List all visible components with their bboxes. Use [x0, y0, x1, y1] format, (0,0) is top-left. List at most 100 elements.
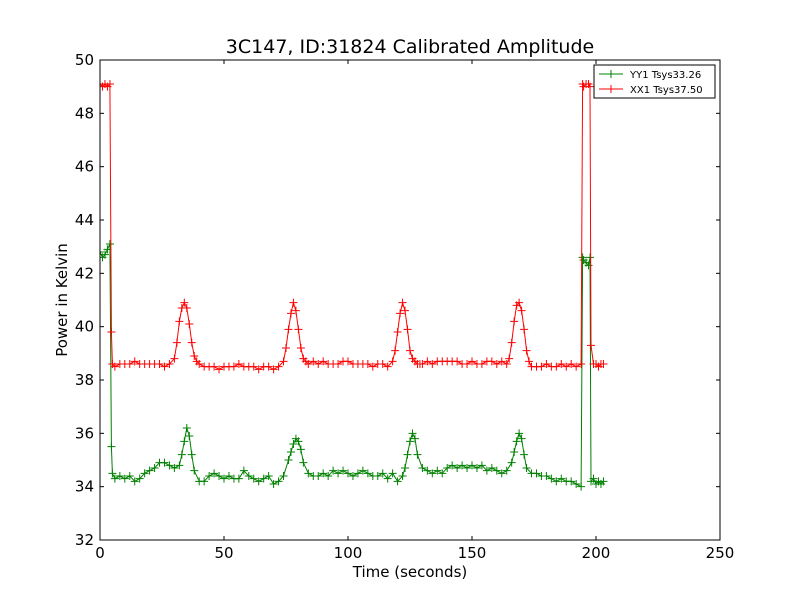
data-point-marker: [418, 464, 427, 472]
data-point-marker: [155, 360, 164, 368]
legend-swatch-marker: [607, 70, 615, 78]
data-point-marker: [259, 474, 268, 483]
data-point-marker: [190, 352, 199, 360]
data-point-marker: [477, 360, 486, 368]
data-point-marker: [319, 357, 328, 366]
data-point-marker: [125, 472, 134, 480]
data-point-marker: [373, 472, 382, 480]
data-point-marker: [599, 360, 608, 368]
data-point-marker: [269, 480, 278, 488]
data-point-marker: [107, 442, 116, 451]
data-point-marker: [177, 450, 186, 459]
data-point-marker: [542, 472, 551, 480]
data-point-marker: [567, 360, 576, 368]
data-point-marker: [492, 466, 501, 475]
data-point-marker: [517, 434, 526, 443]
data-point-marker: [344, 357, 352, 366]
data-point-marker: [586, 82, 595, 91]
data-point-marker: [254, 365, 263, 374]
data-point-marker: [170, 354, 179, 363]
x-tick-label: 100: [334, 544, 363, 562]
data-point-marker: [150, 464, 159, 472]
data-point-marker: [172, 338, 181, 347]
data-point-marker: [130, 477, 139, 486]
data-point-marker: [110, 362, 119, 371]
data-point-marker: [428, 360, 437, 368]
data-point-marker: [547, 474, 556, 483]
data-point-marker: [418, 360, 427, 368]
data-point-marker: [383, 474, 392, 483]
data-point-marker: [472, 464, 481, 472]
data-point-marker: [249, 362, 258, 371]
data-point-marker: [170, 464, 179, 472]
data-point-marker: [487, 357, 496, 366]
data-point-marker: [324, 472, 333, 480]
data-point-marker: [282, 344, 290, 352]
data-point-marker: [107, 328, 116, 336]
y-tick-label: 50: [75, 51, 94, 69]
x-axis-label: Time (seconds): [352, 563, 468, 581]
data-point-marker: [100, 250, 109, 259]
data-point-marker: [517, 306, 526, 315]
data-point-marker: [391, 346, 400, 355]
data-point-marker: [274, 477, 283, 486]
x-tick-label: 200: [582, 544, 611, 562]
legend-label: XX1 Tsys37.50: [630, 85, 703, 96]
data-point-marker: [264, 472, 273, 480]
data-point-marker: [100, 248, 104, 256]
data-point-marker: [160, 458, 169, 467]
data-point-marker: [299, 458, 308, 467]
data-point-marker: [443, 464, 452, 472]
data-point-marker: [200, 477, 209, 486]
data-point-marker: [398, 472, 407, 480]
data-point-marker: [210, 469, 219, 478]
y-tick-label: 48: [75, 104, 94, 122]
data-point-marker: [515, 429, 524, 438]
data-point-marker: [408, 429, 417, 438]
data-point-marker: [358, 466, 367, 475]
data-point-marker: [175, 317, 184, 326]
data-point-marker: [502, 466, 511, 475]
data-point-marker: [428, 469, 437, 478]
data-point-marker: [388, 357, 397, 366]
legend-swatch-marker: [607, 85, 615, 93]
data-point-marker: [296, 344, 305, 352]
data-point-marker: [210, 362, 219, 371]
data-point-marker: [520, 450, 529, 459]
data-point-marker: [378, 469, 387, 478]
data-point-marker: [567, 477, 576, 486]
data-point-marker: [510, 317, 519, 326]
data-point-marker: [187, 450, 196, 459]
data-point-marker: [160, 362, 169, 371]
data-point-marker: [269, 365, 278, 374]
data-point-marker: [339, 466, 348, 475]
data-point-marker: [115, 472, 124, 480]
data-point-marker: [423, 466, 432, 475]
data-point-marker: [586, 253, 595, 262]
data-point-marker: [234, 360, 243, 368]
data-point-marker: [135, 474, 144, 483]
data-point-marker: [279, 357, 288, 366]
data-point-marker: [180, 298, 189, 307]
data-point-marker: [458, 461, 467, 470]
data-point-marker: [525, 357, 534, 366]
data-point-marker: [587, 341, 596, 350]
data-point-marker: [215, 365, 224, 374]
data-point-marker: [363, 360, 372, 368]
data-point-marker: [552, 477, 561, 486]
data-point-marker: [319, 469, 328, 478]
data-point-marker: [296, 445, 305, 454]
y-tick-label: 44: [75, 211, 94, 229]
data-point-marker: [401, 306, 410, 315]
data-point-marker: [187, 338, 196, 347]
data-point-marker: [215, 472, 224, 480]
y-axis: 32 34 36 38 40 42 44 46 48 50: [75, 51, 720, 549]
data-point-marker: [205, 472, 214, 480]
data-point-marker: [557, 360, 566, 368]
data-point-marker: [284, 325, 293, 334]
data-point-marker: [406, 437, 414, 446]
data-point-marker: [140, 469, 149, 478]
data-point-marker: [522, 464, 531, 472]
